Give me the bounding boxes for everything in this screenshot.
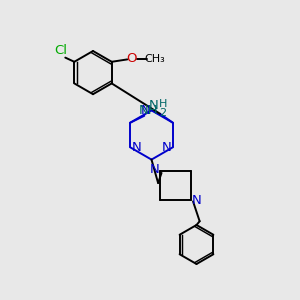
Text: N: N xyxy=(131,141,141,154)
Text: O: O xyxy=(126,52,137,65)
Text: CH₃: CH₃ xyxy=(144,54,165,64)
Text: N: N xyxy=(149,164,159,176)
Text: N: N xyxy=(162,141,172,154)
Text: N: N xyxy=(148,99,158,112)
Text: N: N xyxy=(192,194,202,207)
Text: H: H xyxy=(158,99,167,109)
Text: N: N xyxy=(141,104,151,117)
Text: NH: NH xyxy=(139,104,159,117)
Text: 2: 2 xyxy=(159,107,166,118)
Text: Cl: Cl xyxy=(54,44,67,58)
